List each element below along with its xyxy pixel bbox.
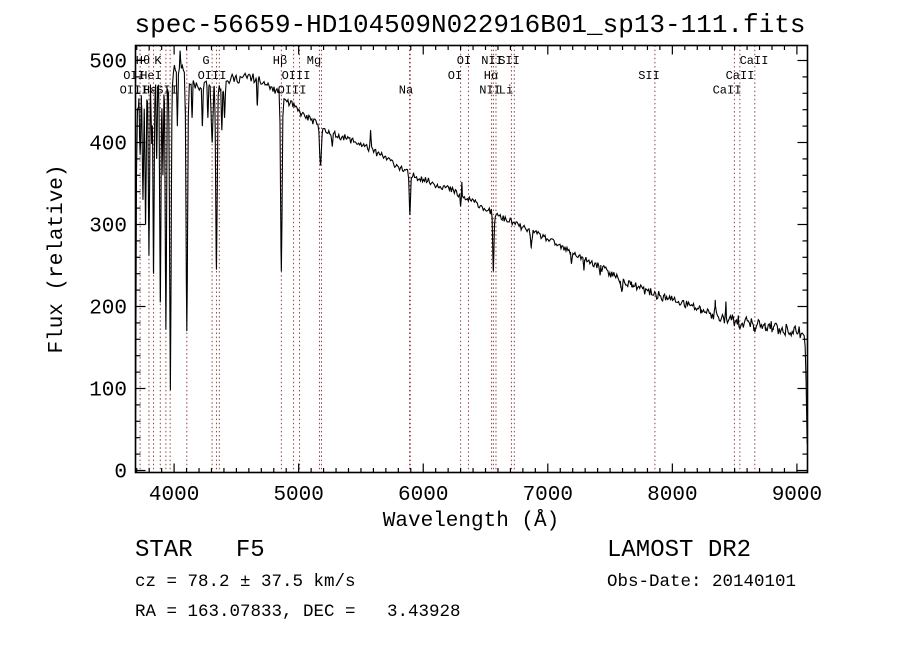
line-label: CaII <box>726 69 755 83</box>
line-label: OIII <box>278 84 307 98</box>
line-label: K <box>154 54 162 68</box>
line-label: OIII <box>282 69 311 83</box>
line-label: CaII <box>740 54 769 68</box>
line-label: Li <box>499 84 513 98</box>
line-label: NII <box>481 54 503 68</box>
line-label: HeI <box>140 69 162 83</box>
svg-text:500: 500 <box>89 52 127 75</box>
line-label: OI <box>448 69 462 83</box>
plot-frame <box>134 44 809 474</box>
line-label: SII <box>498 54 520 68</box>
line-label: CaII <box>713 84 742 98</box>
svg-text:300: 300 <box>89 216 127 239</box>
line-label: OIII <box>120 84 149 98</box>
svg-text:5000: 5000 <box>273 484 323 507</box>
svg-text:100: 100 <box>89 380 127 403</box>
axis-ticks <box>135 45 808 473</box>
y-axis-label: Flux (relative) <box>46 164 69 353</box>
y-tick-labels: 0 100 200 300 400 500 <box>89 52 127 485</box>
svg-text:200: 200 <box>89 298 127 321</box>
cz-value: cz = 78.2 ± 37.5 km/s <box>135 572 356 592</box>
ra-dec-value: RA = 163.07833, DEC = 3.43928 <box>135 602 461 622</box>
svg-text:9000: 9000 <box>772 484 822 507</box>
line-label: Na <box>399 84 413 98</box>
spectrum-curve <box>136 50 807 456</box>
line-label: NII <box>479 84 501 98</box>
line-label: Hα <box>484 69 498 83</box>
svg-text:400: 400 <box>89 134 127 157</box>
x-tick-labels: 4000 5000 6000 7000 8000 9000 <box>149 484 822 507</box>
survey-label: LAMOST DR2 <box>607 537 752 564</box>
svg-text:6000: 6000 <box>398 484 448 507</box>
x-axis-label: Wavelength (Å) <box>383 510 559 533</box>
line-label: G <box>202 54 209 68</box>
svg-text:0: 0 <box>114 462 127 485</box>
line-label: OII <box>123 69 145 83</box>
spectral-line-markers <box>139 45 756 473</box>
line-label: OIII <box>198 69 227 83</box>
object-class-label: STAR F5 <box>135 537 265 564</box>
svg-text:7000: 7000 <box>523 484 573 507</box>
obs-date-label: Obs-Date: 20140101 <box>607 572 797 592</box>
svg-text:4000: 4000 <box>149 484 199 507</box>
plot-title: spec-56659-HD104509N022916B01_sp13-111.f… <box>134 10 806 40</box>
line-label: Mg <box>307 54 321 68</box>
line-label: OI <box>457 54 471 68</box>
line-label: SII <box>638 69 660 83</box>
svg-text:8000: 8000 <box>647 484 697 507</box>
line-label: Hβ <box>273 54 287 68</box>
